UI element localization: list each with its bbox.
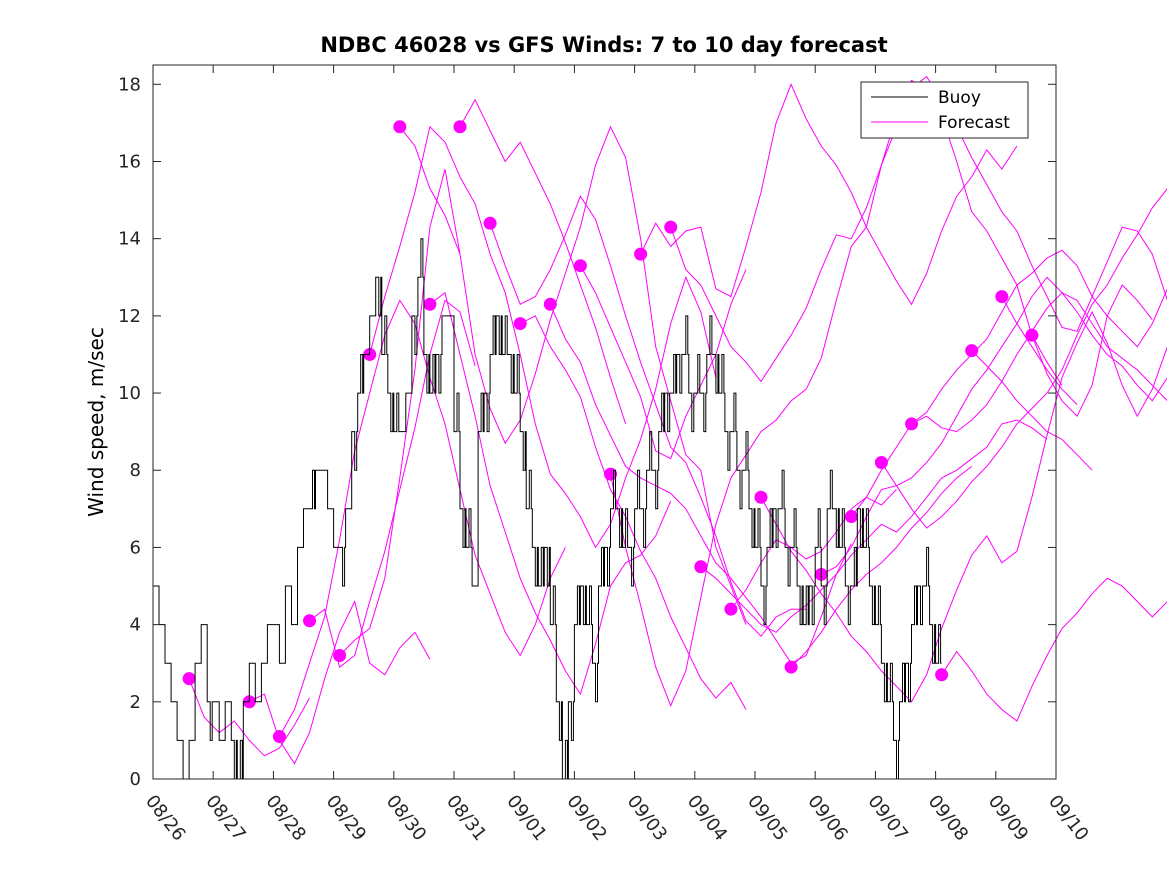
forecast-line-22 <box>880 188 1167 529</box>
y-tick-label-18: 18 <box>118 74 141 95</box>
forecast-line-7 <box>429 291 672 696</box>
y-tick-label-8: 8 <box>130 460 141 481</box>
forecast-start-point-6 <box>393 120 407 134</box>
forecast-line-21 <box>850 249 1167 517</box>
legend: Buoy Forecast <box>860 81 1029 139</box>
forecast-line-6 <box>399 126 461 255</box>
y-tick-label-12: 12 <box>118 306 141 327</box>
legend-buoy-label: Buoy <box>938 88 981 108</box>
forecast-start-point-18 <box>754 490 768 504</box>
y-tick-label-4: 4 <box>130 615 141 636</box>
forecast-start-point-10 <box>513 317 527 331</box>
legend-box <box>860 81 1029 139</box>
forecast-start-point-8 <box>453 120 467 134</box>
forecast-line-24 <box>941 577 1167 722</box>
forecast-start-point-0 <box>182 672 196 686</box>
forecast-line-18 <box>760 310 1167 703</box>
forecast-start-point-9 <box>483 216 497 230</box>
y-tick-label-10: 10 <box>118 383 141 404</box>
forecast-line-14 <box>640 82 1018 306</box>
forecast-start-point-23 <box>905 417 919 431</box>
forecast-start-point-22 <box>874 456 888 470</box>
forecast-line-20 <box>820 276 1167 575</box>
legend-forecast-label: Forecast <box>938 113 1010 133</box>
forecast-start-point-11 <box>543 297 557 311</box>
buoy-line <box>153 238 942 780</box>
forecast-line-9 <box>489 195 807 637</box>
y-tick-label-0: 0 <box>130 769 141 790</box>
y-tick-label-14: 14 <box>118 229 141 250</box>
forecast-line-19 <box>790 466 973 668</box>
forecast-line-25 <box>971 350 1093 471</box>
forecast-start-point-3 <box>303 614 317 628</box>
chart-title: NDBC 46028 vs GFS Winds: 7 to 10 day for… <box>320 33 887 57</box>
forecast-line-26 <box>1001 296 1078 405</box>
forecast-start-point-2 <box>272 730 286 744</box>
forecast-line-4 <box>339 125 747 656</box>
y-tick-label-16: 16 <box>118 151 141 172</box>
axes-box <box>152 64 1057 780</box>
forecast-start-point-16 <box>694 560 708 574</box>
y-tick-label-2: 2 <box>130 692 141 713</box>
forecast-start-point-4 <box>333 648 347 662</box>
forecast-line-2 <box>278 299 566 737</box>
forecast-start-point-19 <box>784 660 798 674</box>
forecast-line-5 <box>369 125 717 549</box>
plot-area <box>153 75 1167 780</box>
forecast-start-point-12 <box>573 259 587 273</box>
forecast-start-point-21 <box>844 510 858 524</box>
forecast-line-11 <box>549 304 852 664</box>
forecast-start-point-27 <box>1025 328 1039 342</box>
forecast-start-point-24 <box>935 668 949 682</box>
forecast-start-point-14 <box>634 247 648 261</box>
forecast-line-27 <box>1031 334 1063 386</box>
forecast-line-16 <box>700 419 1048 633</box>
forecast-start-point-17 <box>724 602 738 616</box>
forecast-line-8 <box>459 98 627 425</box>
forecast-line-23 <box>911 292 1167 433</box>
forecast-line-10 <box>519 315 747 710</box>
forecast-line-17 <box>730 489 897 610</box>
forecast-start-point-25 <box>965 344 979 358</box>
forecast-start-point-15 <box>664 220 678 234</box>
forecast-start-point-7 <box>423 297 437 311</box>
forecast-line-12 <box>579 265 747 460</box>
forecast-line-0 <box>188 678 310 757</box>
y-axis-label: Wind speed, m/sec <box>84 327 108 517</box>
forecast-start-point-26 <box>995 290 1009 304</box>
y-tick-label-6: 6 <box>130 537 141 558</box>
